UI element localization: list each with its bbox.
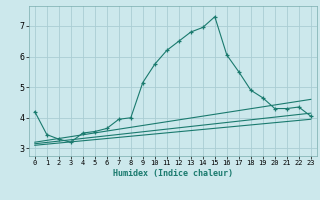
X-axis label: Humidex (Indice chaleur): Humidex (Indice chaleur) — [113, 169, 233, 178]
